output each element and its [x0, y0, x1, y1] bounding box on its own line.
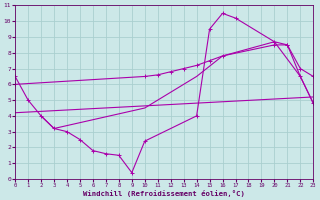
X-axis label: Windchill (Refroidissement éolien,°C): Windchill (Refroidissement éolien,°C)	[83, 190, 245, 197]
